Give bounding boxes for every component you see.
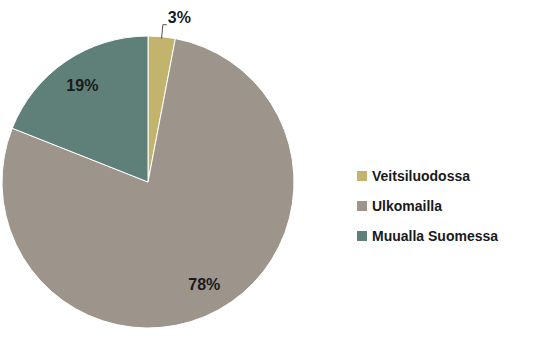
legend-label: Veitsiluodossa bbox=[372, 168, 470, 184]
legend-swatch bbox=[357, 231, 367, 241]
legend-label: Ulkomailla bbox=[372, 198, 442, 214]
data-label: 3% bbox=[168, 9, 191, 26]
data-label: 19% bbox=[66, 77, 98, 94]
leader-line bbox=[162, 25, 167, 39]
slice bbox=[12, 36, 148, 182]
data-labels: 3% 78% 19% bbox=[66, 9, 220, 294]
legend-swatch bbox=[357, 201, 367, 211]
chart: 3% 78% 19% Veitsiluodossa Ulkomailla Muualla … bbox=[0, 0, 536, 337]
legend: Veitsiluodossa Ulkomailla Muualla Suomessa bbox=[357, 168, 498, 244]
legend-swatch bbox=[357, 171, 367, 181]
data-label: 78% bbox=[188, 276, 220, 293]
legend-label: Muualla Suomessa bbox=[372, 228, 498, 244]
pie bbox=[2, 36, 294, 328]
